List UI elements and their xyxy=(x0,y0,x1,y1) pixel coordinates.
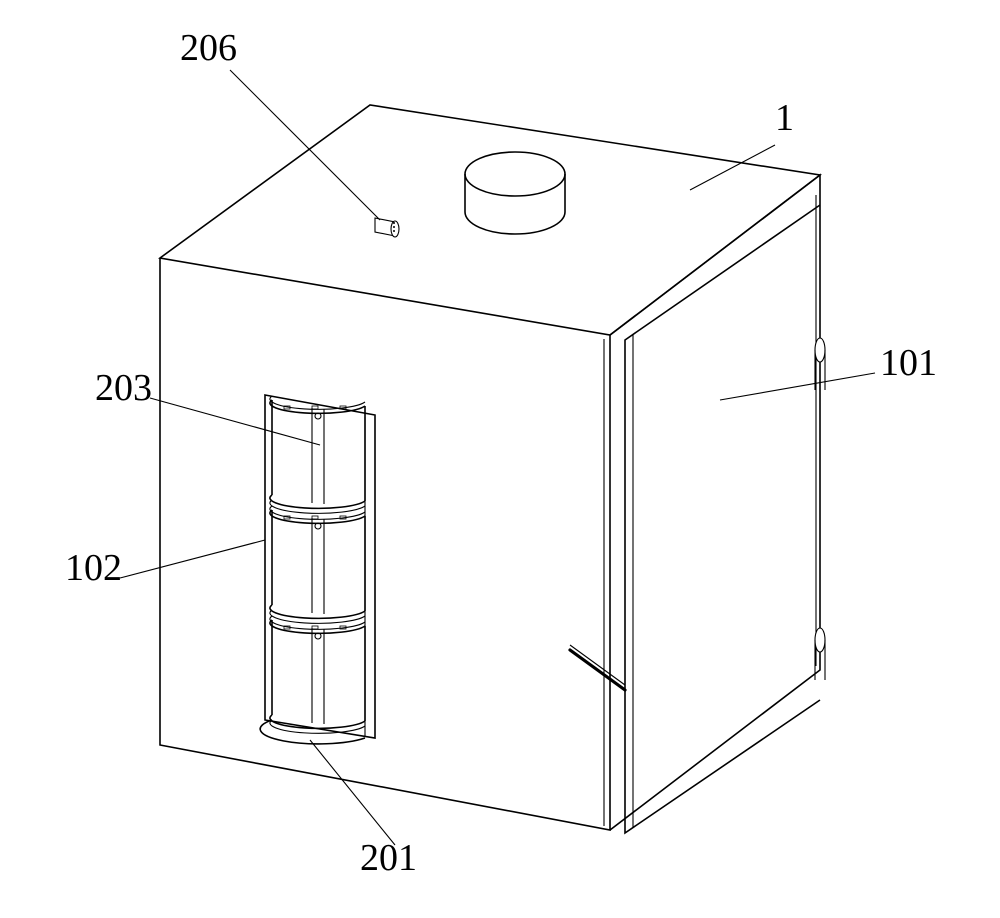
window-102 xyxy=(265,395,375,738)
leader-line xyxy=(120,540,265,578)
lbl-203: 203 xyxy=(95,367,152,409)
lbl-101: 101 xyxy=(880,342,937,384)
lbl-1: 1 xyxy=(775,97,794,139)
lbl-102: 102 xyxy=(65,547,122,589)
nub-206 xyxy=(375,218,399,237)
leader-line xyxy=(310,740,395,845)
patent-diagram: 206 1 101 203 102 201 xyxy=(0,0,1000,918)
top-cylinder xyxy=(465,152,565,234)
leader-line xyxy=(690,145,775,190)
leader-line xyxy=(720,373,875,400)
leader-line xyxy=(230,70,380,220)
door-101 xyxy=(570,205,825,833)
lbl-201: 201 xyxy=(360,837,417,879)
cabinet-box xyxy=(160,105,820,830)
lbl-206: 206 xyxy=(180,27,237,69)
